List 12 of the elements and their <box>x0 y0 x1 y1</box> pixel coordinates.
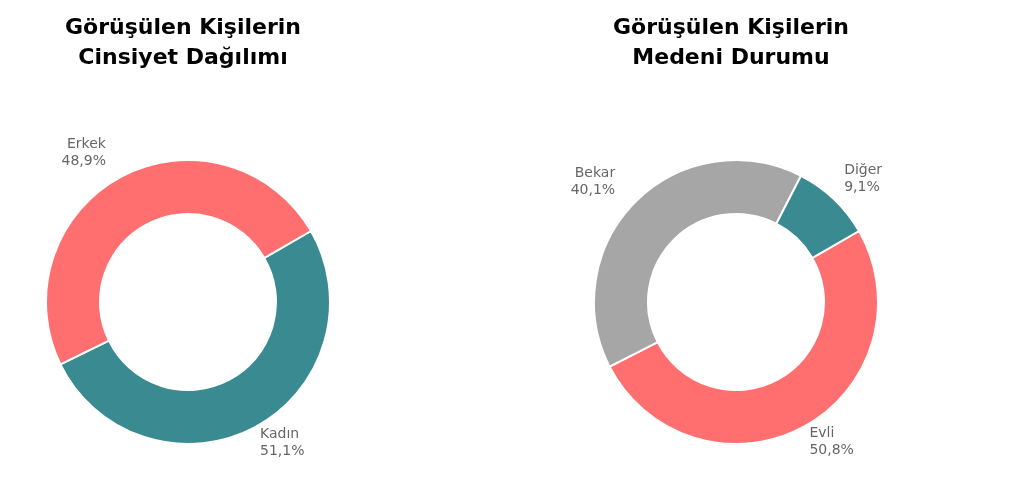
data-label: 51,1% <box>260 441 305 458</box>
chart-title: Görüşülen Kişilerin Medeni Durumu <box>612 13 850 71</box>
slice-label: Erkek <box>67 135 107 152</box>
slice-label: Kadın <box>260 424 300 441</box>
data-label: 48,9% <box>61 152 106 169</box>
data-label: 50,8% <box>809 441 854 458</box>
slice-label: Evli <box>809 424 835 441</box>
chart-title: Görüşülen Kişilerin Cinsiyet Dağılımı <box>64 13 302 71</box>
data-label: 9,1% <box>844 178 880 195</box>
slice-label: Diğer <box>844 161 883 178</box>
data-label: 40,1% <box>570 180 616 197</box>
slice-label: Bekar <box>574 163 616 180</box>
